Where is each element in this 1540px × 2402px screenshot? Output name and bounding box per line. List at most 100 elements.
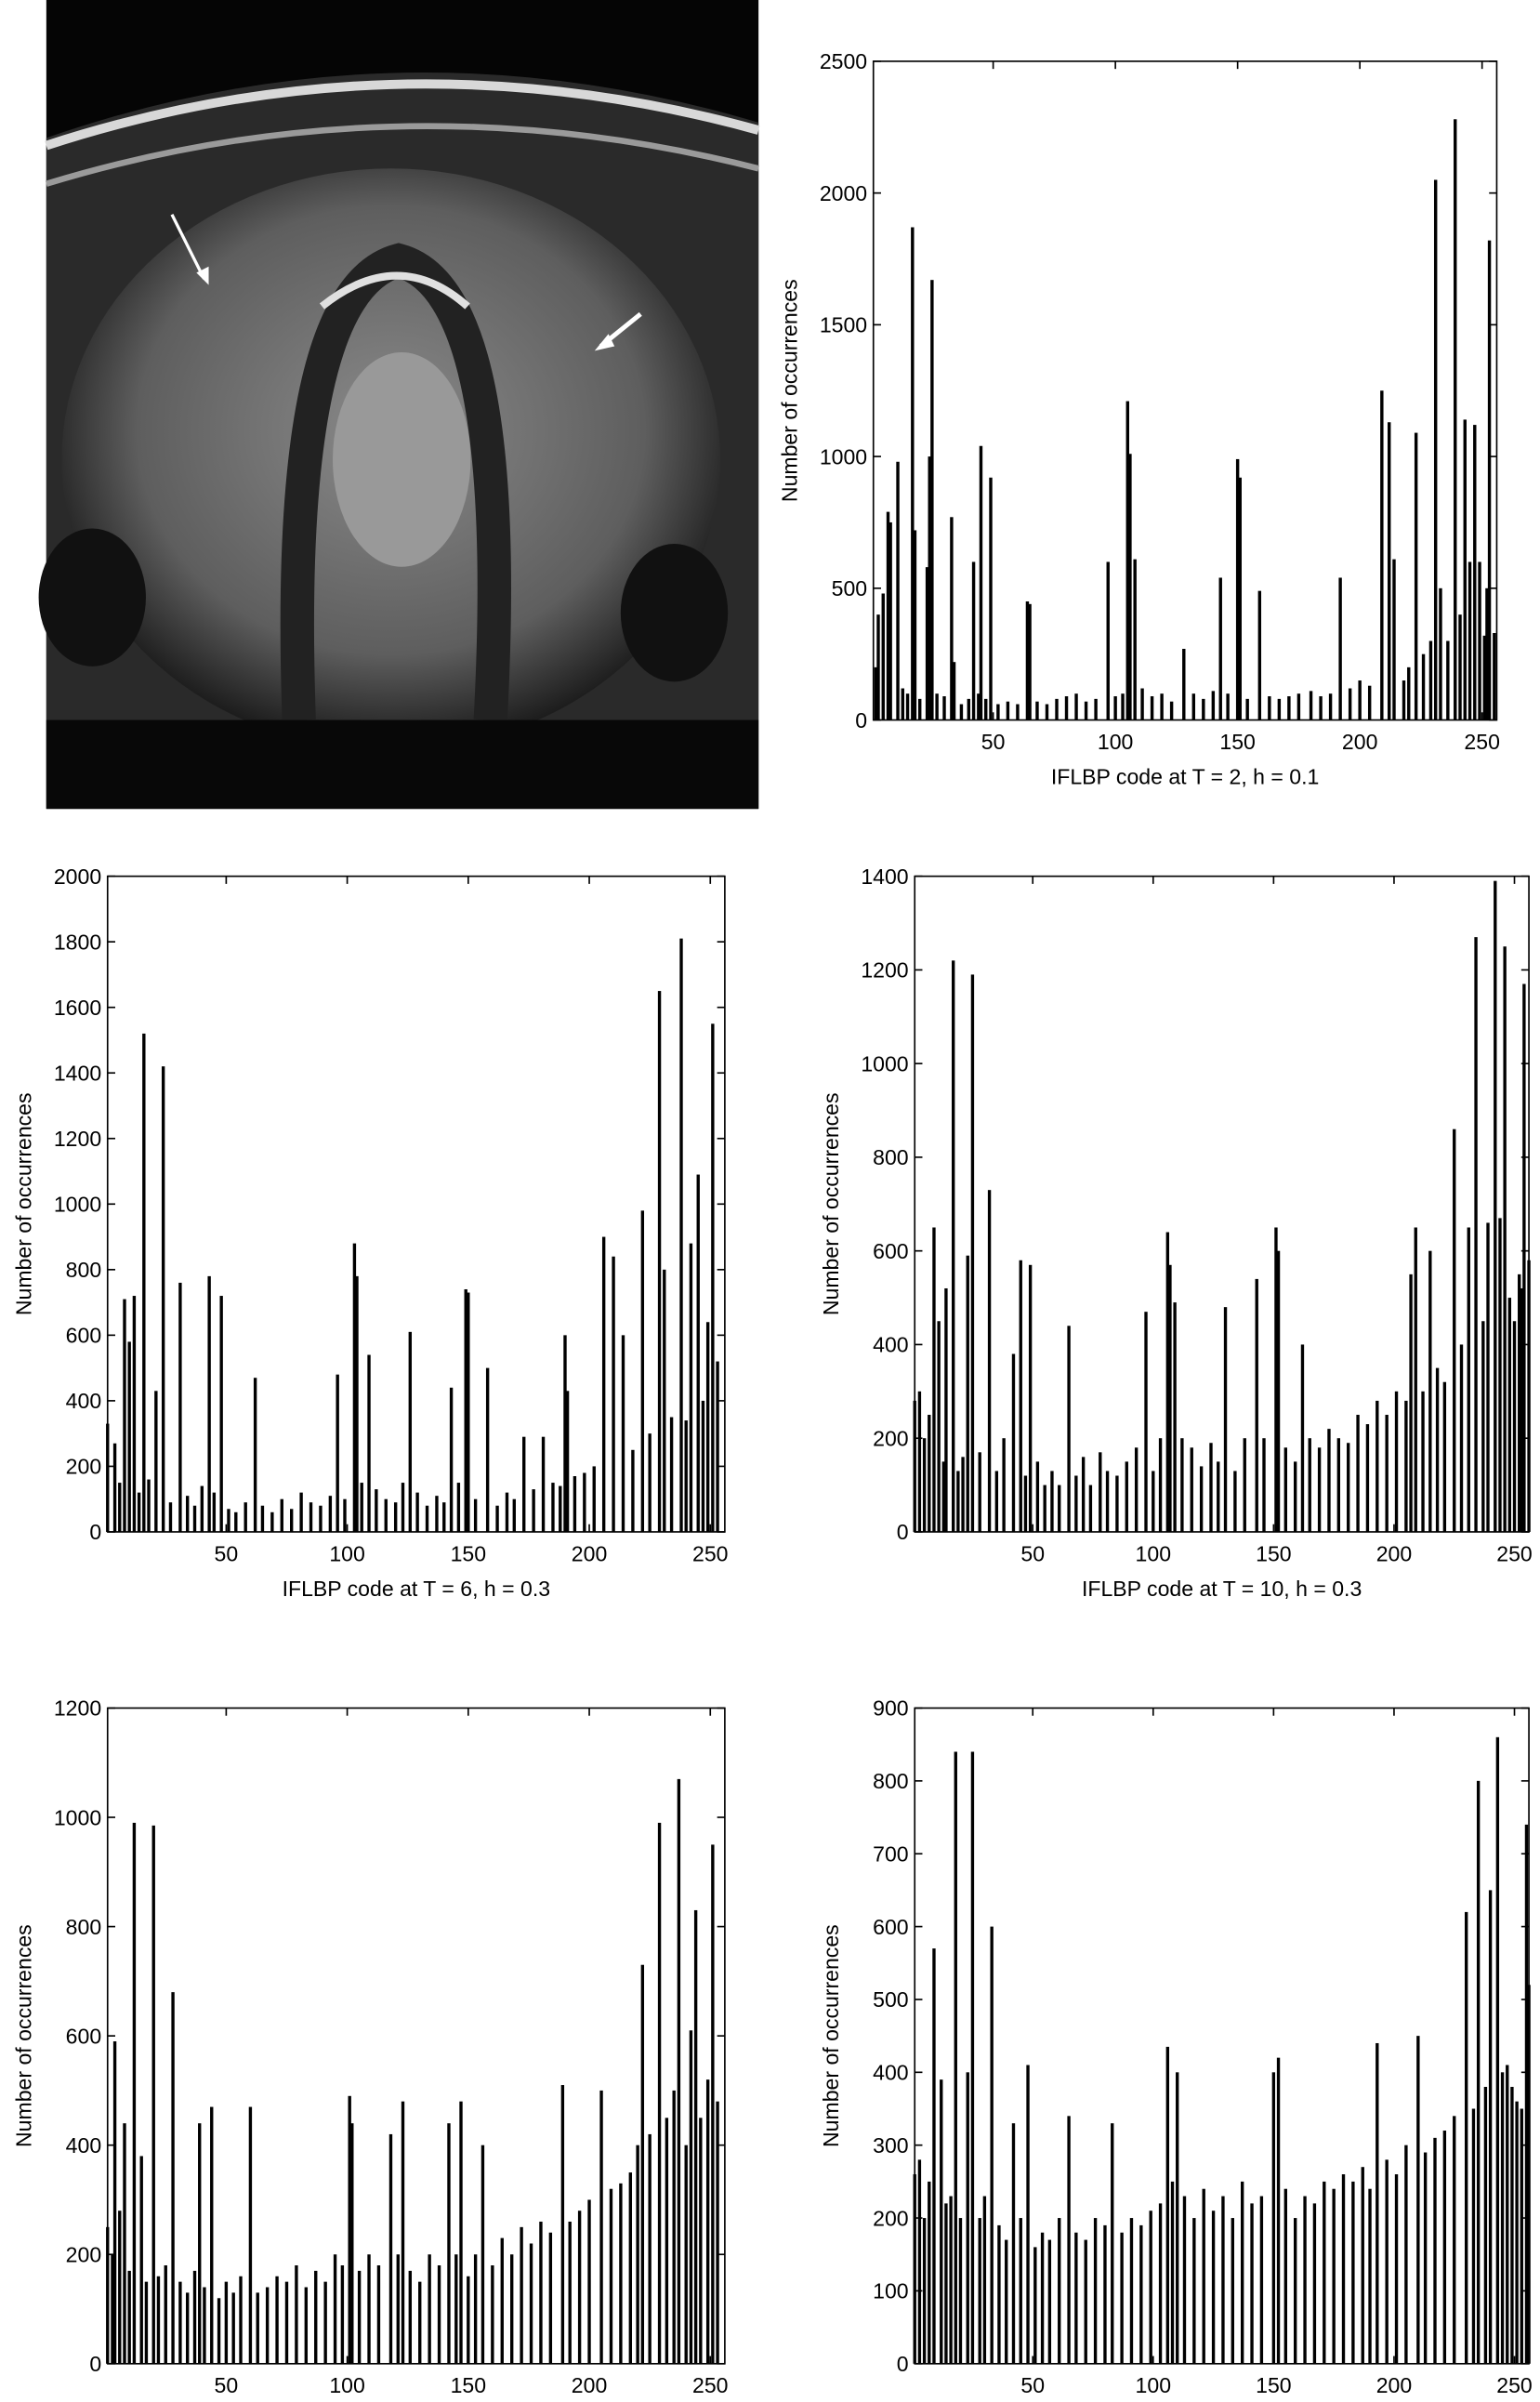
bar [467,1292,470,1532]
bar [224,2281,229,2364]
bar [932,1948,936,2364]
bar [473,1498,478,1532]
x-axis-label: IFLBP code at T = 10, h = 0.3 [1082,1577,1362,1601]
bar [905,693,910,720]
bar [1271,2072,1276,2364]
bar [1294,2218,1297,2364]
bar [1453,2116,1456,2364]
bar [1368,2188,1372,2364]
bar [599,2090,603,2364]
bar [1312,2203,1317,2364]
y-tick-label: 400 [66,2133,101,2158]
bar [1309,691,1313,720]
bar [1255,1278,1258,1532]
bar [693,1909,698,2364]
bar [248,2106,253,2364]
bar [350,2123,354,2364]
bar [941,1461,946,1532]
bar [137,1492,141,1532]
bar [1433,179,1438,720]
bar [657,991,662,1532]
y-tick-label: 800 [66,1915,101,1939]
bar [1182,649,1186,720]
bar [970,974,975,1532]
x-tick-label: 150 [451,2373,486,2397]
plot-frame [872,60,1498,721]
bar [314,2270,318,2364]
bar [1074,1475,1078,1532]
y-axis-label: Number of occurrences [819,1924,843,2147]
bar [123,2123,126,2364]
bar [1478,561,1481,720]
x-tick-label: 200 [1376,2373,1412,2397]
bar [1129,2218,1134,2364]
bar [144,2281,149,2364]
bar [1168,1264,1172,1532]
bar [253,1378,257,1532]
bar [408,1331,413,1532]
histogram-chart: 02004006008001000120050100150200250IFLBP… [11,1696,728,2397]
bar [1192,2218,1196,2364]
bar [1442,1381,1447,1532]
bar [1500,2072,1505,2364]
bar [1173,1302,1177,1532]
bar [1106,561,1110,720]
bar [1134,1447,1139,1532]
bar [705,1322,710,1532]
bar [1139,2224,1143,2364]
bar [1476,1780,1481,2364]
bar [1388,422,1391,720]
bar [1180,1438,1184,1532]
x-tick-label: 100 [329,2373,364,2397]
bar [376,2265,381,2364]
bar [1416,2036,1420,2364]
bar [1190,1447,1193,1532]
bar [1268,696,1271,720]
bar [401,2101,405,2364]
bar [984,698,988,720]
bar [418,2281,422,2364]
bar [1111,2123,1114,2364]
bar [971,561,976,720]
bar [1125,401,1129,720]
bar [966,1255,969,1532]
bar [1218,577,1222,720]
bar [1088,1485,1093,1532]
bar [1028,1264,1033,1532]
bar [425,1505,429,1532]
bar [1308,1438,1311,1532]
bar [352,1243,357,1532]
bar [982,2196,987,2364]
y-tick-label: 0 [89,2352,101,2376]
bar [559,1485,562,1532]
bar [1323,2181,1326,2364]
bar [1356,1415,1360,1532]
x-tick-label: 250 [692,1541,728,1565]
bar [1276,1250,1281,1532]
bar [219,1296,223,1532]
y-tick-label: 600 [66,1324,101,1348]
bar [1317,1447,1322,1532]
bar [922,1438,927,1532]
bar [573,1476,577,1532]
x-tick-label: 150 [451,1541,486,1565]
bar [1421,653,1426,720]
bar [1347,1443,1350,1532]
bar [1235,458,1240,720]
x-tick-label: 150 [1256,2373,1291,2397]
bar [1520,2108,1523,2364]
bar [1231,2218,1234,2364]
bar [1319,696,1323,720]
x-tick-label: 100 [1098,730,1133,754]
bar [1223,1307,1228,1532]
bar [1485,587,1489,720]
bar [1005,2239,1008,2364]
bar [959,704,964,720]
bar [560,2085,565,2364]
bar [118,1483,122,1532]
bar [265,2287,270,2364]
bar [705,2079,710,2364]
bar [1428,1250,1432,1532]
bar [1045,704,1049,720]
